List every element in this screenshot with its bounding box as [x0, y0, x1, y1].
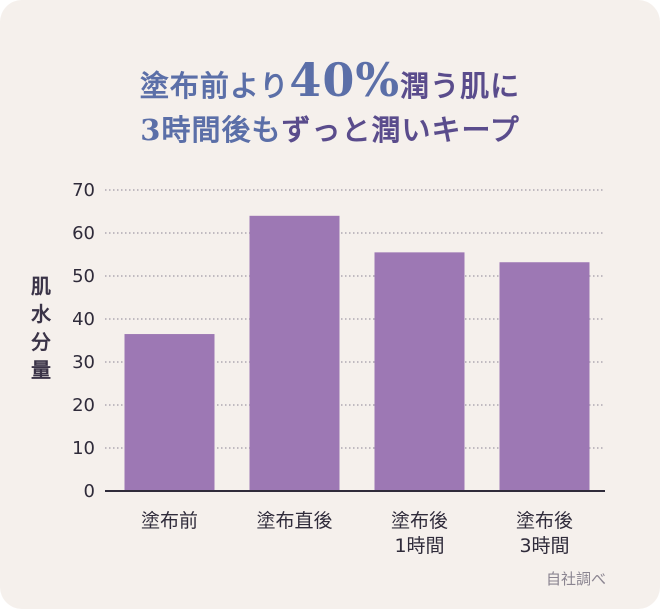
y-tick-label: 40	[72, 309, 95, 330]
y-tick-label: 30	[72, 352, 95, 373]
x-tick-label: 塗布後	[516, 509, 573, 532]
title-text-d: ずっと潤いキープ	[281, 113, 520, 147]
y-axis-label: 肌水分量	[31, 274, 51, 382]
source-note: 自社調べ	[545, 570, 606, 588]
x-tick-labels: 塗布前 塗布直後 塗布後 1時間 塗布後 3時間	[141, 509, 573, 557]
title-number: 3	[140, 113, 162, 147]
bars	[124, 215, 590, 492]
y-tick-label: 70	[72, 180, 95, 201]
y-tick-label: 10	[72, 438, 95, 459]
bar	[249, 215, 340, 492]
y-tick-label: 0	[84, 481, 95, 502]
x-tick-label: 塗布後	[391, 509, 448, 532]
chart-title-line1: 塗布前より40%潤う肌に	[0, 50, 660, 116]
title-percent: 40%	[289, 53, 401, 107]
bar	[499, 262, 590, 491]
title-text-a: 塗布前より	[139, 69, 290, 103]
bar	[374, 252, 465, 491]
x-tick-label: 塗布直後	[256, 509, 332, 532]
x-tick-label: 塗布前	[141, 509, 198, 532]
chart-title-line2: 3時間後もずっと潤いキープ	[0, 108, 660, 152]
bar	[124, 334, 215, 491]
title-text-c: 時間後も	[161, 113, 282, 147]
y-tick-label: 50	[72, 266, 95, 287]
y-tick-label: 20	[72, 395, 95, 416]
y-tick-label: 60	[72, 223, 95, 244]
x-tick-label: 3時間	[519, 535, 569, 557]
title-text-b: 潤う肌に	[400, 69, 521, 103]
x-tick-label: 1時間	[394, 535, 444, 557]
y-tick-labels: 0 10 20 30 40 50 60 70	[72, 180, 95, 502]
